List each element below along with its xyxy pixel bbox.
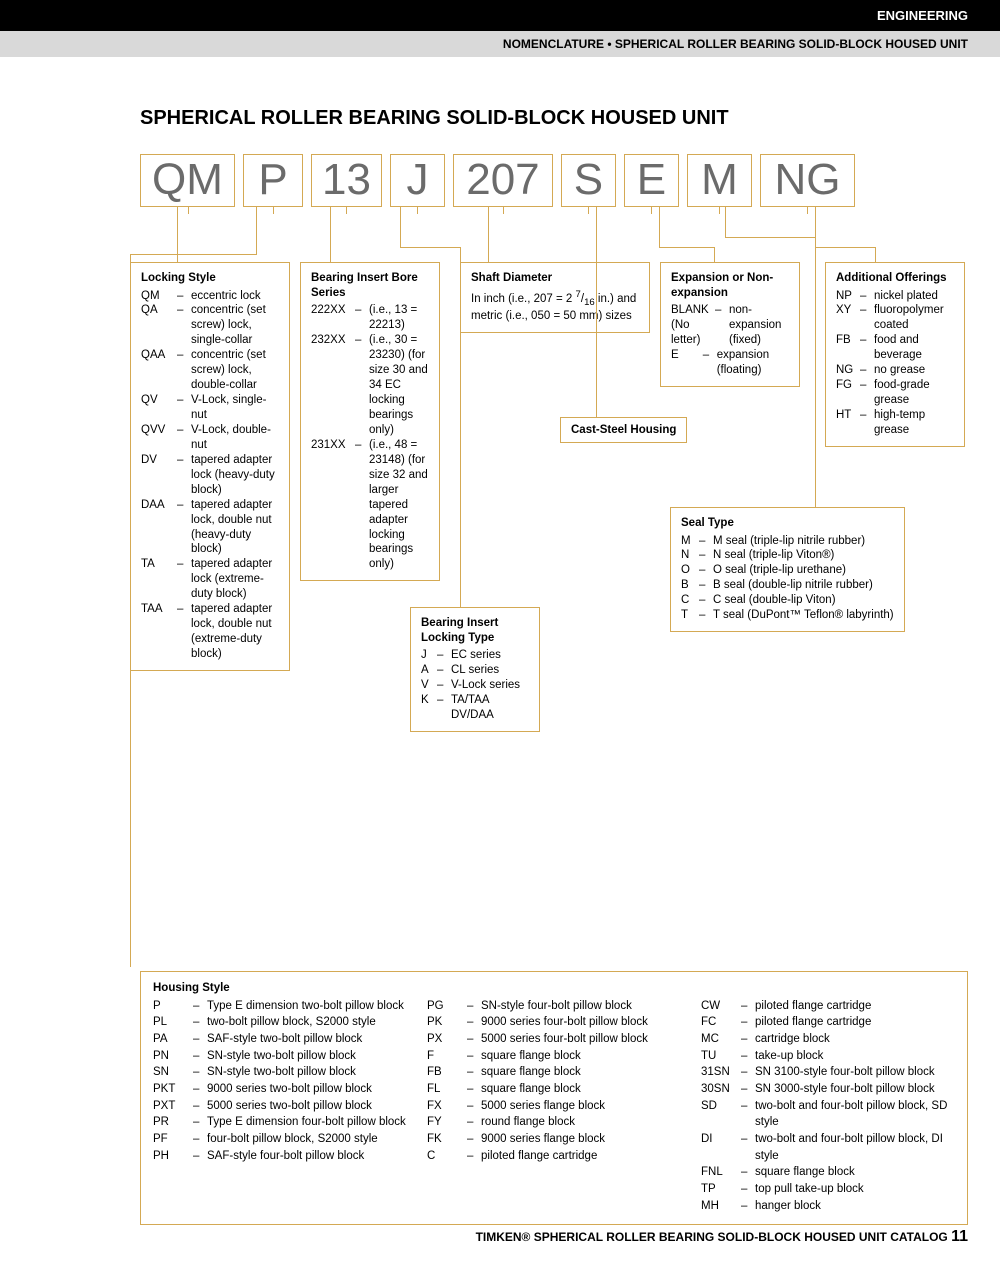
conn-4 bbox=[488, 207, 489, 262]
conn-8c bbox=[875, 247, 876, 262]
conn-1c bbox=[130, 254, 131, 967]
housing-col-3: CW–piloted flange cartridgeFC–piloted fl… bbox=[701, 998, 955, 1215]
conn-7b bbox=[725, 237, 815, 238]
housing-col-2: PG–SN-style four-bolt pillow blockPK–900… bbox=[427, 998, 681, 1215]
conn-1b bbox=[130, 254, 256, 255]
seal-box: Seal TypeM–M seal (triple-lip nitrile ru… bbox=[670, 507, 905, 633]
housing-columns: P–Type E dimension two-bolt pillow block… bbox=[153, 998, 955, 1215]
expansion-box: Expansion or Non-expansionBLANK(Noletter… bbox=[660, 262, 800, 388]
additional-box: Additional OfferingsNP–nickel platedXY–f… bbox=[825, 262, 965, 447]
conn-3b bbox=[400, 247, 460, 248]
conn-6b bbox=[659, 247, 714, 248]
locking-type-box: Bearing Insert Locking TypeJ–EC seriesA–… bbox=[410, 607, 540, 733]
conn-8b bbox=[815, 247, 875, 248]
conn-2 bbox=[330, 207, 331, 262]
footer: TIMKEN® SPHERICAL ROLLER BEARING SOLID-B… bbox=[476, 1228, 968, 1246]
conn-6c bbox=[714, 247, 715, 262]
conn-8a bbox=[815, 207, 816, 247]
footer-text: SPHERICAL ROLLER BEARING SOLID-BLOCK HOU… bbox=[530, 1230, 951, 1244]
diagram: Locking StyleQM–eccentric lockQA–concent… bbox=[140, 207, 968, 967]
housing-title: Housing Style bbox=[153, 982, 955, 994]
code-box-1: P bbox=[243, 154, 303, 207]
page-number: 11 bbox=[951, 1228, 968, 1245]
cast-steel-box: Cast-Steel Housing bbox=[560, 417, 687, 443]
shaft-box: Shaft DiameterIn inch (i.e., 207 = 2 7/1… bbox=[460, 262, 650, 333]
conn-5 bbox=[596, 207, 597, 417]
content-area: SPHERICAL ROLLER BEARING SOLID-BLOCK HOU… bbox=[0, 57, 1000, 1225]
header-gray: NOMENCLATURE • SPHERICAL ROLLER BEARING … bbox=[0, 31, 1000, 57]
code-box-5: S bbox=[561, 154, 616, 207]
conn-7a bbox=[725, 207, 726, 237]
housing-style-box: Housing Style P–Type E dimension two-bol… bbox=[140, 971, 968, 1226]
code-box-0: QM bbox=[140, 154, 235, 207]
housing-col-1: P–Type E dimension two-bolt pillow block… bbox=[153, 998, 407, 1215]
conn-1a bbox=[256, 207, 257, 255]
header-black: ENGINEERING bbox=[0, 0, 1000, 31]
code-box-7: M bbox=[687, 154, 752, 207]
locking-style-box: Locking StyleQM–eccentric lockQA–concent… bbox=[130, 262, 290, 671]
code-box-2: 13 bbox=[311, 154, 382, 207]
code-row: QMP13J207SEMNG bbox=[140, 154, 968, 207]
code-box-3: J bbox=[390, 154, 445, 207]
conn-6a bbox=[659, 207, 660, 247]
code-box-6: E bbox=[624, 154, 679, 207]
conn-7c bbox=[815, 237, 816, 507]
code-box-8: NG bbox=[760, 154, 855, 207]
code-box-4: 207 bbox=[453, 154, 553, 207]
bore-series-box: Bearing Insert Bore Series222XX–(i.e., 1… bbox=[300, 262, 440, 582]
conn-3c bbox=[460, 247, 461, 607]
conn-3a bbox=[400, 207, 401, 247]
footer-brand: TIMKEN® bbox=[476, 1230, 531, 1244]
main-title: SPHERICAL ROLLER BEARING SOLID-BLOCK HOU… bbox=[140, 107, 968, 130]
